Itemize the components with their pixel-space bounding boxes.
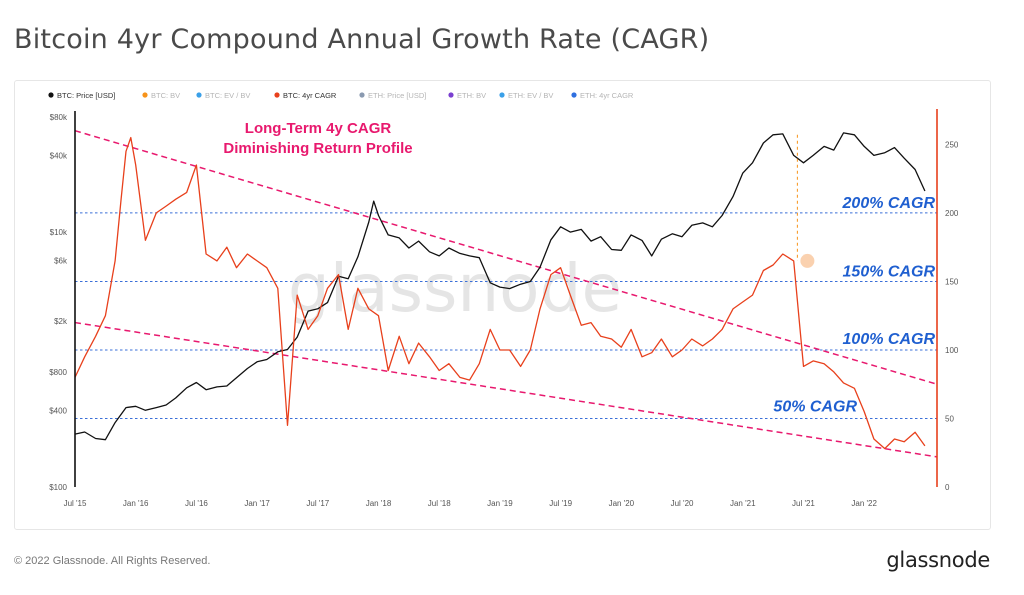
legend-label: BTC: EV / BV <box>205 91 250 100</box>
legend-marker <box>499 92 505 98</box>
legend-marker <box>359 92 365 98</box>
cagr-level-label: 150% CAGR <box>843 263 936 280</box>
x-tick-label: Jul '15 <box>64 499 87 508</box>
cagr-level-label: 100% CAGR <box>843 331 936 348</box>
chart-card: BTC: Price [USD] BTC: BV BTC: EV / BV BTC: … <box>14 80 991 530</box>
legend-label: BTC: 4yr CAGR <box>283 91 337 100</box>
legend-label: ETH: BV <box>457 91 486 100</box>
watermark: glassnode <box>288 250 622 327</box>
legend-item[interactable]: BTC: BV <box>142 91 180 100</box>
x-tick-label: Jul '16 <box>185 499 208 508</box>
legend: BTC: Price [USD] BTC: BV BTC: EV / BV BTC: … <box>48 91 634 100</box>
legend-label: BTC: BV <box>151 91 180 100</box>
y-right-tick-label: 0 <box>945 483 950 492</box>
y-left-tick-label: $2k <box>54 317 68 326</box>
y-right-tick-label: 100 <box>945 346 959 355</box>
x-tick-label: Jan '16 <box>123 499 149 508</box>
y-left-tick-label: $80k <box>50 113 68 122</box>
annotation-text: Diminishing Return Profile <box>223 140 412 157</box>
legend-label: ETH: 4yr CAGR <box>580 91 634 100</box>
trendlines <box>74 129 938 458</box>
y-right-tick-label: 50 <box>945 414 954 423</box>
legend-label: BTC: Price [USD] <box>57 91 115 100</box>
legend-item[interactable]: ETH: 4yr CAGR <box>571 91 634 100</box>
x-tick-label: Jan '21 <box>730 499 756 508</box>
y-right-tick-label: 200 <box>945 209 959 218</box>
y-left-tick-label: $10k <box>50 228 68 237</box>
x-tick-label: Jan '18 <box>366 499 392 508</box>
legend-item[interactable]: BTC: 4yr CAGR <box>274 91 337 100</box>
y-left-tick-label: $400 <box>49 406 67 415</box>
x-tick-label: Jan '19 <box>487 499 513 508</box>
glassnode-logo[interactable]: glassnode <box>886 548 990 572</box>
y-right-tick-label: 150 <box>945 277 959 286</box>
cagr-chart[interactable]: BTC: Price [USD] BTC: BV BTC: EV / BV BTC: … <box>15 81 990 529</box>
annotations: Long-Term 4y CAGR Diminishing Return Prof… <box>223 120 412 157</box>
x-tick-label: Jan '22 <box>851 499 877 508</box>
x-tick-label: Jul '17 <box>306 499 329 508</box>
legend-label: ETH: EV / BV <box>508 91 553 100</box>
y-left-tick-label: $100 <box>49 483 67 492</box>
legend-marker <box>196 92 202 98</box>
legend-item[interactable]: BTC: Price [USD] <box>48 91 115 100</box>
annotation-text: Long-Term 4y CAGR <box>245 120 392 137</box>
cagr-level-label: 200% CAGR <box>842 195 936 212</box>
y-left-tick-label: $40k <box>50 151 68 160</box>
legend-marker <box>48 92 54 98</box>
legend-marker <box>448 92 454 98</box>
legend-item[interactable]: ETH: BV <box>448 91 486 100</box>
legend-item[interactable]: BTC: EV / BV <box>196 91 250 100</box>
peak-highlight-marker <box>800 253 815 268</box>
legend-item[interactable]: ETH: EV / BV <box>499 91 553 100</box>
x-tick-label: Jul '21 <box>792 499 815 508</box>
series-line-btc-4yr-cagr[interactable] <box>74 136 926 450</box>
trendline <box>74 321 938 458</box>
legend-item[interactable]: ETH: Price [USD] <box>359 91 426 100</box>
cagr-level-label: 50% CAGR <box>773 398 857 415</box>
legend-marker <box>274 92 280 98</box>
series-line-btc-price[interactable] <box>74 132 926 441</box>
x-tick-label: Jul '19 <box>549 499 572 508</box>
x-tick-label: Jan '17 <box>244 499 270 508</box>
legend-label: ETH: Price [USD] <box>368 91 426 100</box>
y-right-tick-label: 250 <box>945 140 959 149</box>
y-left-tick-label: $6k <box>54 256 68 265</box>
x-tick-label: Jan '20 <box>609 499 635 508</box>
footer-copyright: © 2022 Glassnode. All Rights Reserved. <box>14 555 211 567</box>
legend-marker <box>571 92 577 98</box>
page-title: Bitcoin 4yr Compound Annual Growth Rate … <box>14 24 710 55</box>
y-left-tick-label: $800 <box>49 368 67 377</box>
x-tick-label: Jul '20 <box>671 499 694 508</box>
series <box>74 132 926 450</box>
x-tick-label: Jul '18 <box>428 499 451 508</box>
legend-marker <box>142 92 148 98</box>
axes: $100 $400 $800 $2k $6k $10k $40k $80k 0 50 100 150 2… <box>49 109 959 508</box>
